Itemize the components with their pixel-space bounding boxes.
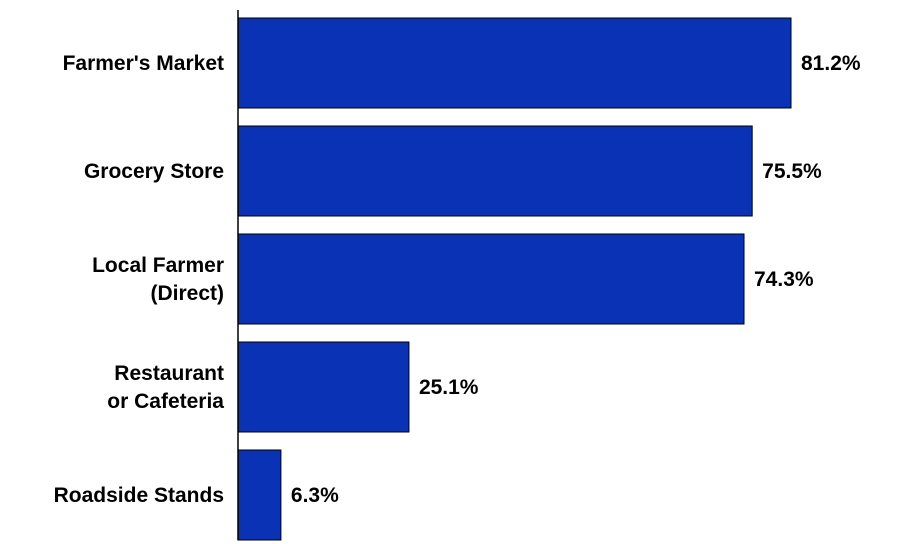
value-labels-group: 81.2% 75.5% 74.3% 25.1% 6.3%	[291, 52, 861, 507]
category-label-2-line-0: Local Farmer	[92, 254, 224, 277]
value-label-0: 81.2%	[801, 52, 861, 75]
bar-0	[237, 17, 792, 109]
value-label-1: 75.5%	[762, 160, 822, 183]
category-label-3: Restaurant or Cafeteria	[107, 362, 224, 413]
value-label-3: 25.1%	[419, 376, 479, 399]
category-label-4-line-0: Roadside Stands	[54, 484, 224, 507]
category-label-3-line-0: Restaurant	[114, 362, 224, 385]
category-label-1-line-0: Grocery Store	[84, 160, 224, 183]
bar-3	[237, 341, 410, 433]
category-labels-group: Farmer's Market Grocery Store Local Farmer…	[54, 52, 225, 507]
category-label-0: Farmer's Market	[63, 52, 224, 75]
bar-4	[237, 449, 282, 541]
value-label-4: 6.3%	[291, 484, 339, 507]
category-label-4: Roadside Stands	[54, 484, 224, 507]
bar-2	[237, 233, 745, 325]
category-label-2: Local Farmer (Direct)	[92, 254, 224, 305]
category-label-1: Grocery Store	[84, 160, 224, 183]
category-label-0-line-0: Farmer's Market	[63, 52, 224, 75]
category-label-3-line-1: or Cafeteria	[107, 390, 224, 413]
category-label-2-line-1: (Direct)	[150, 282, 224, 305]
bar-1	[237, 125, 753, 217]
bars-group	[237, 17, 792, 541]
value-label-2: 74.3%	[754, 268, 814, 291]
